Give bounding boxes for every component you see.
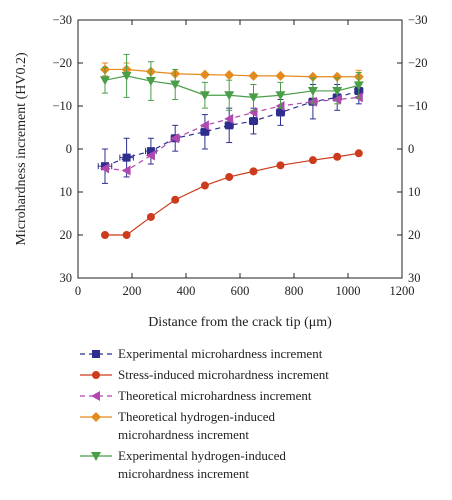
data-point <box>121 165 131 176</box>
legend-label: microhardness increment <box>118 466 249 481</box>
y-tick-label-left: −20 <box>52 56 72 70</box>
series-line <box>104 90 359 167</box>
data-point <box>145 77 156 87</box>
legend-item-2: Stress-induced microhardness increment <box>80 367 329 382</box>
data-point <box>333 152 342 161</box>
y-tick-label-right: 30 <box>408 271 421 285</box>
series-layer <box>97 53 364 239</box>
data-point <box>122 153 131 162</box>
data-point <box>248 93 259 103</box>
legend-marker <box>91 452 101 461</box>
series-line <box>105 152 359 236</box>
legend-marker <box>91 391 100 401</box>
data-point <box>307 86 318 96</box>
y-tick-label-right: −20 <box>408 56 428 70</box>
y-tick-label-left: 0 <box>66 142 72 156</box>
data-point <box>100 163 109 174</box>
data-point <box>199 120 209 131</box>
y-tick-label-right: −10 <box>408 99 428 113</box>
data-point <box>224 113 234 124</box>
data-point <box>276 108 285 117</box>
data-point <box>122 231 131 239</box>
x-tick-label: 1200 <box>390 284 415 298</box>
y-axis-left: −30 −20 −10 0 10 20 30 <box>52 13 83 285</box>
data-point <box>332 86 343 96</box>
data-point <box>171 195 180 204</box>
legend-item-5: Experimental hydrogen-induced microhardne… <box>80 448 286 481</box>
data-point <box>307 71 318 82</box>
x-tick-label: 0 <box>75 284 81 298</box>
data-point <box>249 167 258 176</box>
x-tick-label: 1000 <box>336 284 361 298</box>
y-tick-label-left: −30 <box>52 13 72 27</box>
data-point <box>249 117 258 126</box>
y-tick-label-right: 20 <box>408 228 421 242</box>
legend-marker <box>92 350 100 358</box>
data-point <box>170 80 181 90</box>
data-point <box>225 172 234 181</box>
y-tick-label-right: −30 <box>408 13 428 27</box>
legend-label: Theoretical microhardness increment <box>118 388 312 403</box>
data-point <box>225 121 234 130</box>
x-axis-title: Distance from the crack tip (μm) <box>148 315 332 330</box>
legend-item-3: Theoretical microhardness increment <box>80 388 312 403</box>
x-tick-label: 600 <box>231 284 250 298</box>
series-2 <box>101 149 363 239</box>
y-tick-label-right: 10 <box>408 185 421 199</box>
x-axis: 0 200 400 600 800 1000 1200 <box>75 20 415 298</box>
legend-label: Theoretical hydrogen-induced <box>118 409 276 424</box>
data-point <box>308 156 317 165</box>
data-point <box>332 71 343 82</box>
data-point <box>353 81 364 91</box>
data-point <box>276 161 285 170</box>
legend-label: microhardness increment <box>118 427 249 442</box>
data-point <box>146 212 155 221</box>
data-point <box>354 149 363 158</box>
data-point <box>248 70 259 81</box>
series-3 <box>100 92 363 176</box>
data-point <box>121 71 132 81</box>
legend: Experimental microhardness increment Stre… <box>80 346 329 481</box>
data-point <box>224 91 235 101</box>
data-point <box>200 181 209 190</box>
data-point <box>101 231 109 239</box>
data-point <box>199 69 210 80</box>
x-tick-label: 400 <box>177 284 196 298</box>
data-point <box>200 127 209 136</box>
series-5 <box>100 53 364 111</box>
data-point <box>100 76 110 86</box>
data-point <box>170 133 180 144</box>
legend-label: Experimental hydrogen-induced <box>118 448 286 463</box>
legend-marker <box>91 412 101 422</box>
y-tick-label-left: −10 <box>52 99 72 113</box>
data-point <box>275 70 286 81</box>
data-point <box>224 70 235 81</box>
y-axis-title: Microhardness increment (HV0.2) <box>14 52 29 246</box>
y-tick-label-right: 0 <box>408 142 414 156</box>
legend-label: Stress-induced microhardness increment <box>118 367 329 382</box>
legend-marker <box>92 371 100 379</box>
data-point <box>275 91 286 101</box>
y-tick-label-left: 30 <box>60 271 73 285</box>
data-point <box>146 147 155 156</box>
legend-item-4: Theoretical hydrogen-induced microhardnes… <box>80 409 276 442</box>
x-tick-label: 800 <box>285 284 304 298</box>
y-tick-label-left: 10 <box>60 185 73 199</box>
data-point <box>145 150 155 161</box>
legend-label: Experimental microhardness increment <box>118 346 323 361</box>
legend-item-1: Experimental microhardness increment <box>80 346 323 361</box>
y-axis-right: −30 −20 −10 0 10 20 30 <box>397 13 428 285</box>
y-tick-label-left: 20 <box>60 228 73 242</box>
data-point <box>199 91 210 101</box>
x-tick-label: 200 <box>123 284 142 298</box>
